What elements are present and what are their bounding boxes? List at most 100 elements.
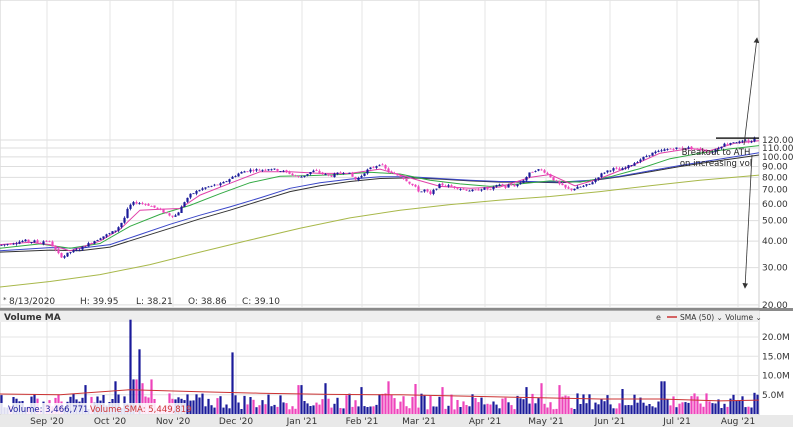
volume-bar: [408, 408, 411, 414]
volume-axis: 5.0M 10.0M 15.0M 20.0M: [762, 333, 790, 401]
candle-body: [465, 189, 468, 191]
volume-tick-label: 10.0M: [762, 372, 790, 382]
volume-bar: [732, 394, 735, 415]
candle-body: [192, 193, 195, 195]
price-tick-label: 70.00: [762, 186, 788, 196]
volume-bar: [537, 398, 540, 414]
candle-body: [99, 238, 102, 240]
volume-bar: [234, 395, 237, 414]
x-tick-label: Dec '20: [219, 417, 253, 427]
candle-body: [291, 173, 294, 175]
volume-bar: [579, 404, 582, 414]
volume-bar: [669, 405, 672, 414]
volume-legend-text[interactable]: SMA (50) ⌄ Volume ⌄: [680, 313, 762, 322]
volume-bar: [318, 404, 321, 414]
candle-body: [339, 172, 342, 174]
volume-bar: [330, 407, 333, 414]
price-tick-label: 100.00: [762, 153, 793, 163]
candle-body: [597, 177, 600, 180]
volume-bar: [381, 393, 384, 414]
candle-body: [342, 173, 345, 174]
candle-body: [333, 173, 336, 178]
candle-body: [438, 183, 441, 189]
volume-bar: [672, 396, 675, 414]
volume-bar: [606, 395, 609, 414]
candle-body: [501, 184, 504, 186]
candle-body: [570, 188, 573, 190]
candle-body: [198, 190, 201, 192]
candle-body: [57, 249, 60, 254]
candle-body: [360, 176, 363, 178]
volume-panel-title: Volume MA: [4, 313, 61, 323]
legend-settings-icon[interactable]: e: [656, 313, 661, 322]
annotation-line1: Breakout to ATH: [682, 148, 751, 158]
candle-body: [231, 176, 234, 179]
candle-body: [111, 231, 114, 234]
panel-divider[interactable]: [0, 308, 793, 311]
candle-body: [102, 236, 105, 239]
volume-bar: [450, 394, 453, 414]
volume-sma-readout: Volume SMA: 5,449,819: [90, 405, 192, 415]
candle-body: [42, 241, 45, 245]
candle-body: [459, 188, 462, 190]
volume-tick-label: 5.0M: [762, 391, 784, 401]
candle-body: [552, 177, 555, 181]
candle-body: [675, 147, 678, 149]
candle-body: [666, 149, 669, 150]
volume-bar: [561, 396, 564, 414]
volume-bar: [507, 402, 510, 414]
volume-bar: [369, 406, 372, 414]
volume-bar: [558, 385, 561, 414]
candle-body: [195, 191, 198, 194]
candle-body: [486, 187, 489, 190]
volume-tick-label: 20.0M: [762, 333, 790, 343]
volume-bar: [129, 319, 132, 414]
candle-body: [555, 180, 558, 182]
candle-body: [165, 212, 168, 214]
volume-bar: [564, 395, 567, 414]
candle-body: [36, 240, 39, 243]
candle-body: [183, 202, 186, 207]
volume-bar: [543, 403, 546, 414]
volume-gridlines: [0, 322, 759, 415]
volume-bar: [420, 393, 423, 414]
candle-body: [72, 250, 75, 253]
crosshair-marker: *: [3, 296, 7, 304]
volume-bar: [426, 409, 429, 414]
candle-body: [594, 179, 597, 182]
candle-body: [282, 170, 285, 172]
price-tick-label: 30.00: [762, 264, 788, 274]
candle-body: [435, 188, 438, 190]
volume-bar: [519, 398, 522, 414]
volume-bar: [591, 409, 594, 414]
info-high: H: 39.95: [80, 297, 118, 307]
volume-bar: [390, 394, 393, 414]
candle-body: [513, 184, 516, 187]
candle-body: [105, 234, 108, 237]
candle-body: [330, 175, 333, 177]
volume-bar: [141, 383, 144, 414]
candle-body: [711, 152, 714, 153]
candle-body: [738, 141, 741, 143]
candle-body: [639, 159, 642, 162]
volume-bar: [324, 383, 327, 414]
volume-legend[interactable]: e SMA (50) ⌄ Volume ⌄: [656, 313, 762, 322]
candle-body: [384, 165, 387, 169]
candle-body: [561, 183, 564, 186]
candle-body: [627, 165, 630, 168]
candle-body: [522, 180, 525, 183]
ma-long-dark-line: [0, 154, 760, 253]
price-axis: 20.00 30.00 40.00 50.00 60.00 70.00 80.0090.00…: [762, 136, 793, 311]
candle-body: [477, 189, 480, 191]
candle-body: [246, 171, 249, 173]
volume-bar: [585, 403, 588, 414]
volume-bar: [621, 389, 624, 414]
volume-bar: [714, 403, 717, 414]
volume-bar: [465, 405, 468, 414]
candle-body: [624, 167, 627, 169]
candle-body: [393, 173, 396, 175]
volume-bar: [498, 408, 501, 414]
volume-bar: [474, 398, 477, 414]
candle-body: [453, 186, 456, 188]
volume-bar: [588, 394, 591, 414]
